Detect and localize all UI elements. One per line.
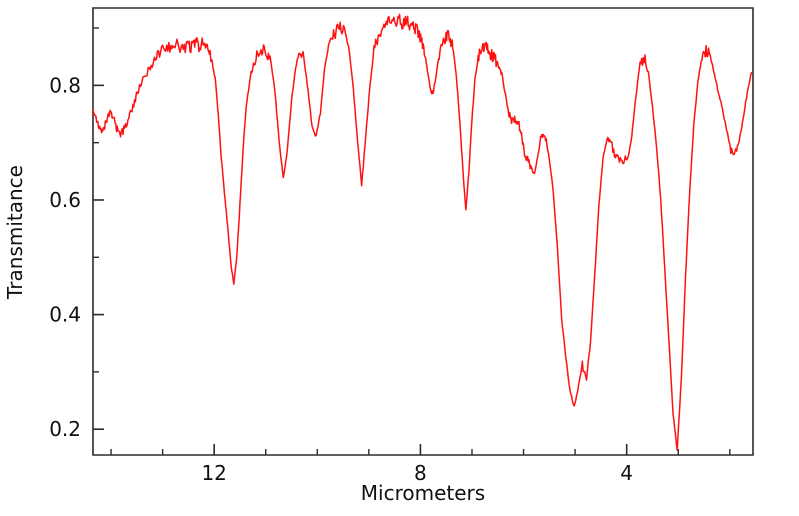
y-axis-ticks — [93, 27, 104, 431]
y-axis-title: Transmitance — [3, 165, 27, 300]
x-tick-label: 12 — [201, 461, 226, 485]
y-tick-label: 0.6 — [49, 188, 81, 212]
y-tick-label: 0.4 — [49, 303, 81, 327]
x-tick-label: 4 — [620, 461, 633, 485]
x-axis-title: Micrometers — [361, 481, 485, 505]
y-axis-tick-labels: 0.2 0.4 0.6 0.8 — [49, 73, 81, 441]
x-axis-ticks — [110, 444, 731, 455]
x-axis-tick-labels: 12 8 4 — [201, 461, 633, 485]
spectrum-line — [92, 13, 753, 451]
y-tick-label: 0.2 — [49, 417, 81, 441]
plot-frame — [92, 7, 754, 456]
x-tick-label: 8 — [414, 461, 427, 485]
y-tick-label: 0.8 — [49, 73, 81, 97]
axis-frame — [92, 7, 754, 456]
spectrum-series-group — [92, 13, 753, 451]
